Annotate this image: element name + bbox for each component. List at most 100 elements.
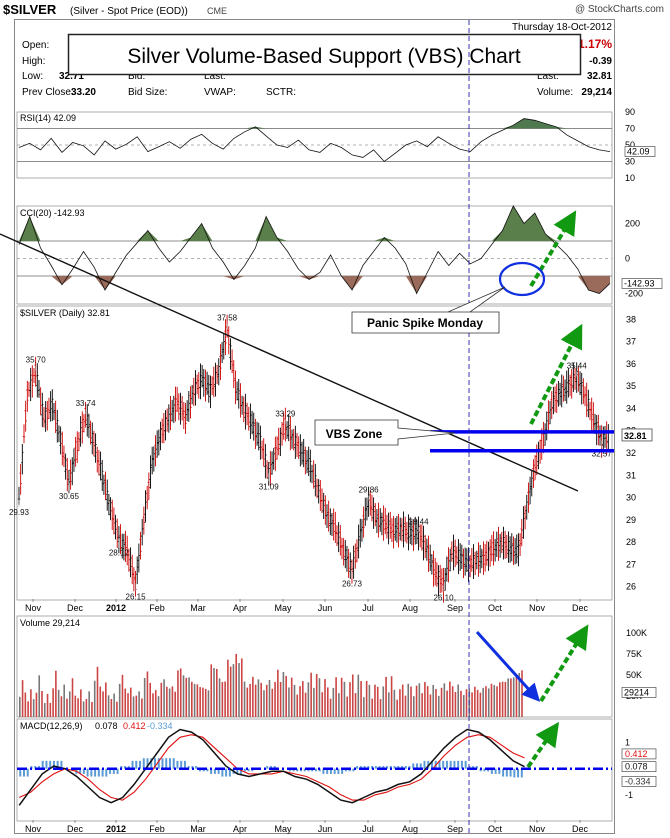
volume-bar — [93, 680, 96, 717]
macd-histogram-bar — [513, 768, 516, 778]
macd-histogram-bar — [318, 768, 321, 772]
volume-bar — [80, 689, 82, 717]
volume-bar — [496, 686, 498, 717]
macd-histogram-bar — [371, 766, 374, 769]
swing-label: 29.86 — [359, 486, 380, 495]
volume-bar — [57, 689, 60, 717]
cci-line — [18, 205, 611, 295]
volume-bar — [413, 696, 415, 717]
volume-bar — [24, 692, 27, 717]
volume-bar — [143, 677, 146, 717]
volume-bar — [396, 699, 398, 717]
volume-bar — [410, 686, 412, 717]
macd-histogram-bar — [56, 760, 59, 769]
macd-histogram-bar — [37, 766, 40, 769]
macd-line — [18, 728, 525, 806]
volume-bar — [460, 690, 462, 717]
price-tick-label: 35 — [626, 381, 636, 391]
volume-bar — [221, 682, 224, 717]
volume-bar — [118, 683, 121, 717]
macd-histogram-bar — [307, 768, 310, 772]
volume-bar — [371, 698, 373, 717]
macd-histogram-bar — [105, 768, 108, 777]
macd-panel: MACD(12,26,9) 0.078 0.412 -0.33410.4120.078… — [16, 718, 657, 822]
x-tick-label: Mar — [190, 824, 206, 834]
macd-histogram-bar — [45, 760, 48, 769]
price-tick-label: 28 — [626, 537, 636, 547]
volume-bar — [279, 682, 282, 717]
swing-label: 33.74 — [76, 399, 97, 408]
volume-bar — [390, 676, 393, 717]
volume-bar — [471, 692, 473, 717]
volume-bar — [102, 691, 104, 717]
rsi-tick-label: 90 — [625, 107, 635, 117]
macd-histogram-bar — [49, 760, 52, 769]
macd-histogram-bar — [41, 760, 44, 769]
bid-size-label: Bid Size: — [128, 87, 167, 98]
volume-bar — [124, 688, 127, 717]
volume-bar — [146, 671, 149, 717]
volume-bar — [296, 694, 299, 717]
volume-bar — [257, 679, 260, 717]
x-tick-label: 2012 — [106, 603, 126, 613]
last-value: 32.81 — [587, 71, 612, 82]
volume-bar — [354, 693, 357, 717]
cci-tick-label: 200 — [625, 219, 640, 229]
volume-bar — [66, 698, 68, 717]
rsi-tick-label: 70 — [625, 124, 635, 134]
macd-value-box — [621, 761, 657, 772]
macd-histogram-bar — [183, 760, 186, 769]
volume-bar — [246, 687, 249, 717]
volume-bar — [360, 681, 362, 717]
volume-bar — [254, 684, 257, 717]
x-tick-label: Feb — [149, 603, 165, 613]
volume-bar — [252, 676, 254, 717]
macd-histogram-bar — [26, 768, 29, 777]
volume-bar — [313, 687, 315, 717]
volume-bar — [193, 683, 196, 717]
volume-bar — [435, 689, 437, 717]
macd-histogram-bar — [472, 766, 475, 769]
vbs-callout-bubble — [314, 419, 456, 446]
volume-bar — [290, 677, 293, 717]
x-tick-label: May — [274, 603, 292, 613]
macd-hist-value: -0.334 — [147, 721, 173, 731]
macd-histogram-bar — [198, 768, 201, 772]
volume-bar — [71, 678, 74, 717]
volume-bar — [376, 686, 379, 717]
volume-bar — [163, 679, 165, 717]
volume-bar — [240, 658, 243, 717]
macd-signal-line — [18, 734, 525, 801]
rsi-panel: 90 70 50 30 10 RSI(14) 42.09 42.09 — [16, 107, 656, 183]
volume-bar — [518, 673, 521, 717]
macd-histogram-bar — [322, 768, 325, 774]
volume-bar — [404, 695, 407, 717]
volume-bar — [191, 681, 193, 717]
volume-bar — [515, 674, 518, 717]
macd-histogram-bar — [131, 760, 134, 769]
macd-histogram-bar — [311, 768, 314, 772]
macd-value-box — [621, 748, 657, 760]
change-percent: -1.17% — [574, 37, 612, 51]
macd-histogram-bar — [393, 766, 396, 769]
volume-bar — [326, 687, 329, 717]
volume-bar — [510, 678, 512, 717]
volume-tick-label: 100K — [626, 628, 647, 638]
rsi-last-value: 42.09 — [627, 147, 650, 157]
macd-histogram-bar — [135, 760, 138, 769]
volume-bar — [487, 688, 490, 717]
last-label: Last: — [537, 71, 559, 82]
macd-histogram-bar — [127, 766, 130, 769]
volume-bar — [43, 703, 46, 717]
symbol-description: (Silver - Spot Price (EOD)) — [70, 6, 188, 17]
chart-title: Silver Volume-Based Support (VBS) Chart — [127, 45, 521, 68]
cci-tick-label: 0 — [625, 254, 630, 264]
swing-label: 35.44 — [567, 361, 588, 370]
volume-bar — [357, 674, 360, 717]
macd-histogram-bar — [180, 760, 183, 769]
swing-label: 37.58 — [217, 314, 238, 323]
volume-bar — [321, 692, 324, 717]
quote-block: Open: High: Low: 32.71 Prev Close: 33.20… — [22, 37, 612, 98]
volume-bar — [60, 696, 63, 717]
